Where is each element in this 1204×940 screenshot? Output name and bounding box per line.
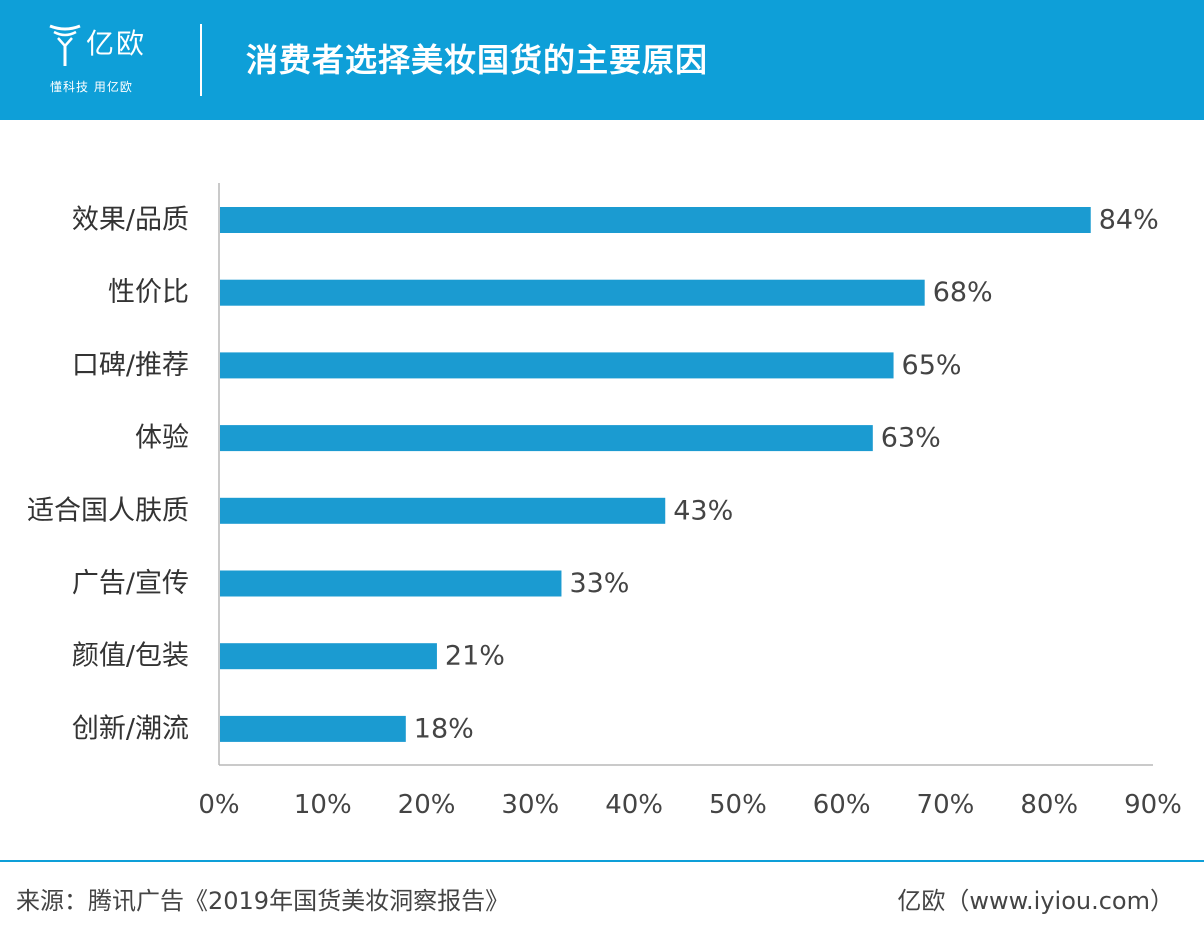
bar (220, 207, 1091, 233)
bar (220, 425, 873, 452)
category-label: 广告/宣传 (72, 568, 189, 599)
bar (220, 643, 437, 670)
x-tick-label: 80% (1020, 790, 1078, 820)
x-tick-label: 40% (605, 790, 663, 820)
page-title: 消费者选择美妆国货的主要原因 (246, 41, 709, 79)
logo[interactable]: 亿欧 懂科技 用亿欧 (48, 22, 158, 102)
header-banner: 亿欧 懂科技 用亿欧 消费者选择美妆国货的主要原因 (0, 0, 1204, 120)
category-label: 口碑/推荐 (72, 350, 189, 381)
data-label: 63% (881, 423, 941, 454)
data-label: 21% (445, 641, 505, 672)
category-label: 创新/潮流 (72, 713, 189, 744)
data-label: 18% (414, 713, 474, 744)
x-tick-label: 20% (398, 790, 456, 820)
data-label: 65% (902, 350, 962, 381)
x-tick-label: 60% (813, 790, 871, 820)
category-label: 颜值/包装 (72, 641, 189, 672)
x-tick-label: 0% (198, 790, 239, 820)
x-tick-label: 70% (917, 790, 975, 820)
x-tick-labels: 0% 10% 20% 30% 40% 50% 60% 70% 80% 90% (198, 790, 1182, 820)
bar (220, 352, 894, 379)
x-tick-label: 90% (1124, 790, 1182, 820)
source-note: 来源：腾讯广告《2019年国货美妆洞察报告》 (16, 887, 510, 915)
footer-divider (0, 860, 1204, 862)
category-label: 适合国人肤质 (27, 495, 189, 526)
bar-series: 效果/品质 84% 性价比 68% 口碑/推荐 65% 体验 63% 适合国人肤质 43% 广告/宣… (27, 205, 1159, 745)
data-label: 68% (933, 277, 993, 308)
bar (220, 570, 562, 597)
x-tick-label: 50% (709, 790, 767, 820)
bar (220, 497, 666, 524)
logo-slogan: 懂科技 用亿欧 (50, 80, 133, 94)
data-label: 43% (673, 495, 733, 526)
logo-text: 亿欧 (86, 27, 147, 60)
bar (220, 279, 925, 306)
brand-credit: 亿欧（www.iyiou.com） (897, 887, 1174, 915)
x-tick-label: 10% (294, 790, 352, 820)
bar (220, 715, 406, 742)
category-label: 效果/品质 (72, 205, 189, 236)
x-tick-label: 30% (501, 790, 559, 820)
header-divider (200, 24, 202, 96)
data-label: 84% (1099, 205, 1159, 236)
category-label: 体验 (135, 423, 189, 454)
category-label: 性价比 (108, 277, 189, 308)
yiou-logo-icon (49, 24, 81, 66)
data-label: 33% (569, 568, 629, 599)
bar-chart: 效果/品质 84% 性价比 68% 口碑/推荐 65% 体验 63% 适合国人肤质 43% 广告/宣… (27, 183, 1182, 820)
